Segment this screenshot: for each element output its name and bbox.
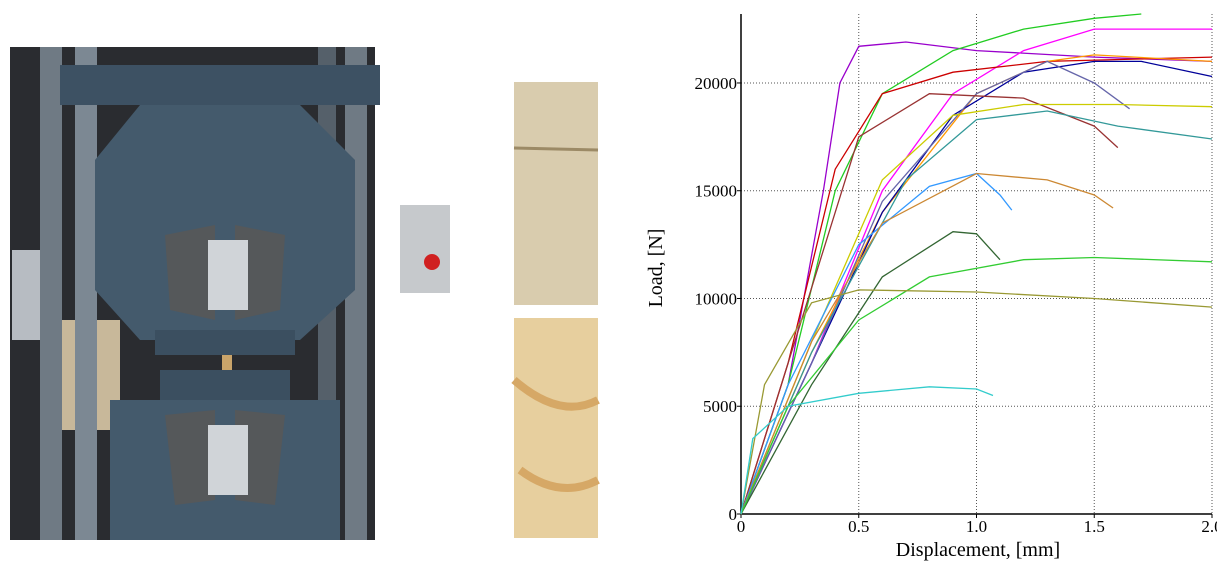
y-tick-label: 0 <box>729 505 738 524</box>
x-tick-label: 1.0 <box>966 517 987 536</box>
series-line <box>740 231 1001 515</box>
series-line <box>740 386 994 515</box>
x-tick-label: 1.5 <box>1084 517 1105 536</box>
x-axis-label: Displacement, [mm] <box>896 539 1060 561</box>
specimen-photos <box>511 82 600 538</box>
chart: Displacement, [mm] Load, [N] 0 5000 10000 1… <box>645 13 1217 561</box>
machine-photo <box>10 47 450 540</box>
series-line <box>740 93 1119 515</box>
y-axis-label: Load, [N] <box>645 229 667 308</box>
x-tick-label: 0.5 <box>848 517 869 536</box>
series-line <box>740 60 1130 515</box>
series-line <box>740 289 1213 515</box>
y-tick-label: 15000 <box>695 182 738 201</box>
series-line <box>740 110 1213 515</box>
series-line <box>740 172 1114 515</box>
series-line <box>740 172 1013 515</box>
y-tick-label: 10000 <box>695 289 738 308</box>
series-line <box>740 60 1213 515</box>
x-tick-label: 2.0 <box>1201 517 1217 536</box>
series-line <box>740 41 1213 515</box>
series-line <box>740 13 1142 515</box>
x-tick-label: 0 <box>737 517 746 536</box>
y-tick-label: 5000 <box>703 397 737 416</box>
y-tick-label: 20000 <box>695 74 738 93</box>
